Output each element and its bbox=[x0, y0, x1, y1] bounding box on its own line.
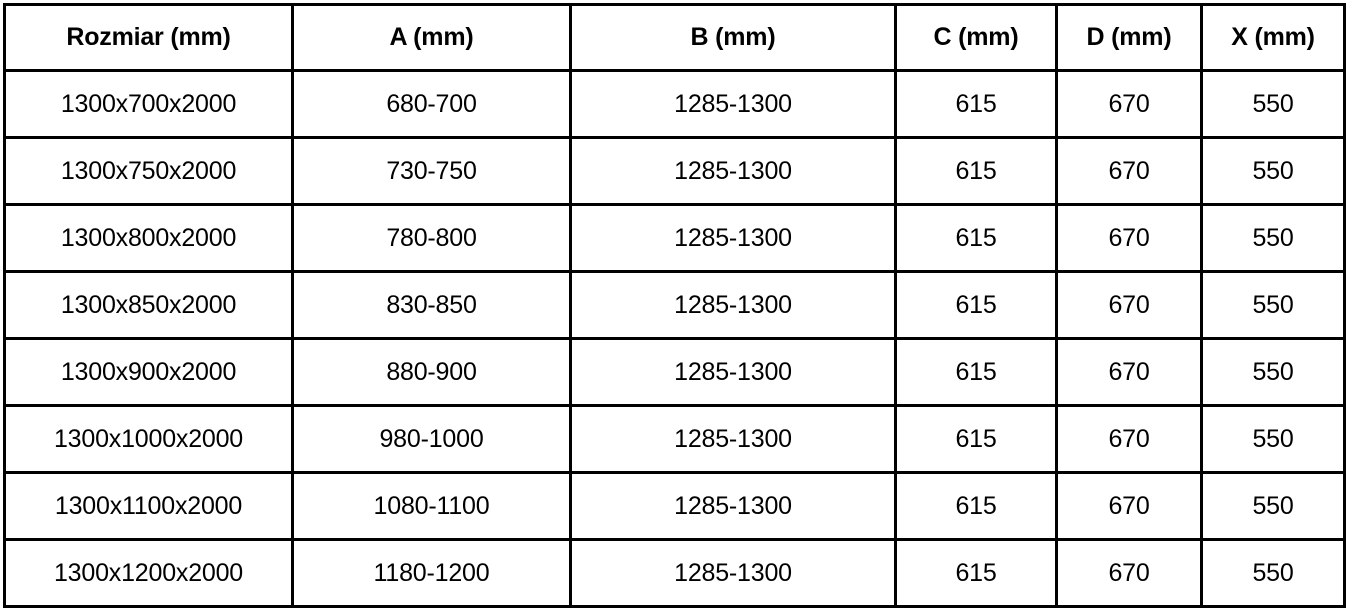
cell-x: 550 bbox=[1200, 404, 1346, 474]
cell-a: 680-700 bbox=[291, 69, 572, 139]
cell-c: 615 bbox=[894, 538, 1058, 608]
cell-size: 1300x750x2000 bbox=[3, 136, 294, 206]
spec-table-container: Rozmiar (mm) A (mm) B (mm) C (mm) D (mm)… bbox=[3, 3, 1346, 608]
table-body: 1300x700x2000 680-700 1285-1300 615 670 550 13… bbox=[3, 69, 1346, 608]
cell-c: 615 bbox=[894, 404, 1058, 474]
cell-d: 670 bbox=[1055, 404, 1203, 474]
cell-size: 1300x700x2000 bbox=[3, 69, 294, 139]
cell-x: 550 bbox=[1200, 538, 1346, 608]
cell-x: 550 bbox=[1200, 136, 1346, 206]
table-row: 1300x1100x2000 1080-1100 1285-1300 615 670 55… bbox=[3, 471, 1346, 541]
table-header: Rozmiar (mm) A (mm) B (mm) C (mm) D (mm)… bbox=[3, 3, 1346, 72]
cell-b: 1285-1300 bbox=[569, 471, 897, 541]
cell-a: 980-1000 bbox=[291, 404, 572, 474]
cell-x: 550 bbox=[1200, 69, 1346, 139]
cell-c: 615 bbox=[894, 136, 1058, 206]
cell-x: 550 bbox=[1200, 337, 1346, 407]
cell-b: 1285-1300 bbox=[569, 538, 897, 608]
column-header-d: D (mm) bbox=[1055, 3, 1203, 72]
cell-d: 670 bbox=[1055, 203, 1203, 273]
cell-b: 1285-1300 bbox=[569, 69, 897, 139]
column-header-x: X (mm) bbox=[1200, 3, 1346, 72]
cell-b: 1285-1300 bbox=[569, 337, 897, 407]
cell-a: 780-800 bbox=[291, 203, 572, 273]
dimensions-table: Rozmiar (mm) A (mm) B (mm) C (mm) D (mm)… bbox=[3, 3, 1346, 608]
table-row: 1300x800x2000 780-800 1285-1300 615 670 550 bbox=[3, 203, 1346, 273]
cell-a: 1180-1200 bbox=[291, 538, 572, 608]
cell-b: 1285-1300 bbox=[569, 270, 897, 340]
cell-b: 1285-1300 bbox=[569, 203, 897, 273]
cell-c: 615 bbox=[894, 471, 1058, 541]
cell-size: 1300x1000x2000 bbox=[3, 404, 294, 474]
cell-c: 615 bbox=[894, 69, 1058, 139]
cell-d: 670 bbox=[1055, 69, 1203, 139]
cell-a: 830-850 bbox=[291, 270, 572, 340]
cell-x: 550 bbox=[1200, 270, 1346, 340]
cell-d: 670 bbox=[1055, 136, 1203, 206]
cell-c: 615 bbox=[894, 270, 1058, 340]
table-row: 1300x900x2000 880-900 1285-1300 615 670 550 bbox=[3, 337, 1346, 407]
cell-d: 670 bbox=[1055, 538, 1203, 608]
cell-b: 1285-1300 bbox=[569, 136, 897, 206]
cell-b: 1285-1300 bbox=[569, 404, 897, 474]
cell-size: 1300x1200x2000 bbox=[3, 538, 294, 608]
table-row: 1300x850x2000 830-850 1285-1300 615 670 550 bbox=[3, 270, 1346, 340]
column-header-c: C (mm) bbox=[894, 3, 1058, 72]
cell-d: 670 bbox=[1055, 471, 1203, 541]
cell-d: 670 bbox=[1055, 337, 1203, 407]
cell-x: 550 bbox=[1200, 203, 1346, 273]
cell-x: 550 bbox=[1200, 471, 1346, 541]
cell-size: 1300x850x2000 bbox=[3, 270, 294, 340]
cell-c: 615 bbox=[894, 337, 1058, 407]
cell-c: 615 bbox=[894, 203, 1058, 273]
column-header-b: B (mm) bbox=[569, 3, 897, 72]
table-row: 1300x1200x2000 1180-1200 1285-1300 615 670 55… bbox=[3, 538, 1346, 608]
cell-size: 1300x800x2000 bbox=[3, 203, 294, 273]
cell-a: 1080-1100 bbox=[291, 471, 572, 541]
table-header-row: Rozmiar (mm) A (mm) B (mm) C (mm) D (mm)… bbox=[3, 3, 1346, 72]
cell-size: 1300x1100x2000 bbox=[3, 471, 294, 541]
table-row: 1300x700x2000 680-700 1285-1300 615 670 550 bbox=[3, 69, 1346, 139]
cell-a: 730-750 bbox=[291, 136, 572, 206]
column-header-a: A (mm) bbox=[291, 3, 572, 72]
cell-a: 880-900 bbox=[291, 337, 572, 407]
column-header-size: Rozmiar (mm) bbox=[3, 3, 294, 72]
table-row: 1300x750x2000 730-750 1285-1300 615 670 550 bbox=[3, 136, 1346, 206]
cell-size: 1300x900x2000 bbox=[3, 337, 294, 407]
cell-d: 670 bbox=[1055, 270, 1203, 340]
table-row: 1300x1000x2000 980-1000 1285-1300 615 670 550 bbox=[3, 404, 1346, 474]
